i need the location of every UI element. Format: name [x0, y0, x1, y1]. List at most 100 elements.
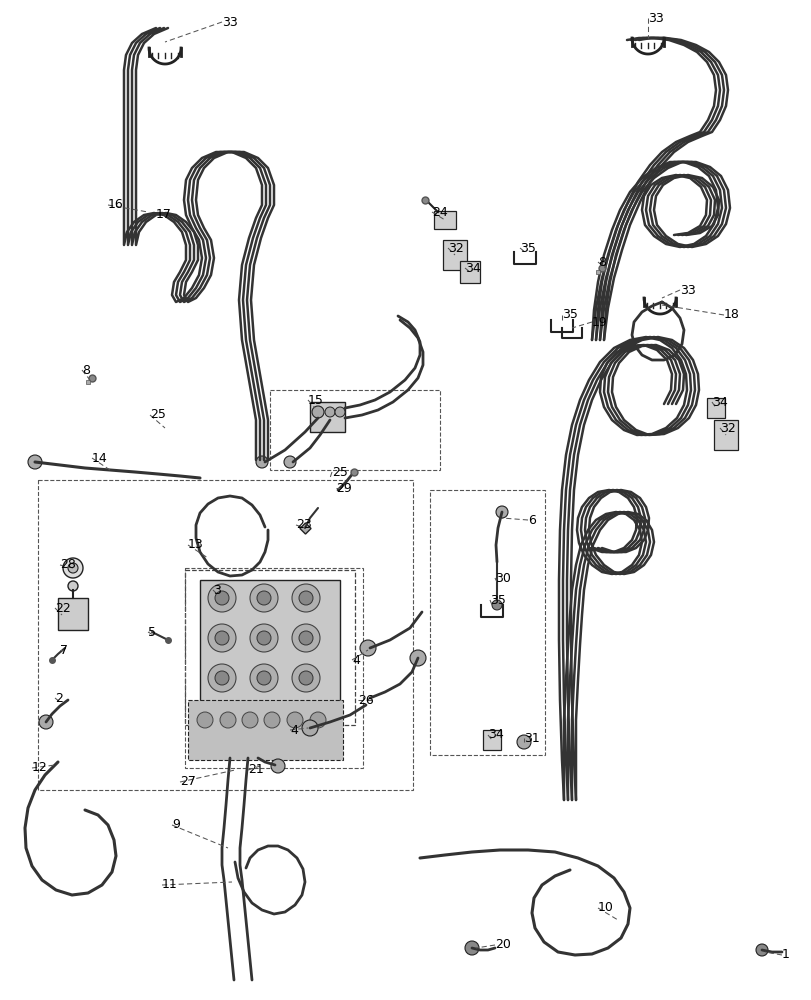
- Text: 24: 24: [431, 206, 447, 219]
- Circle shape: [39, 715, 53, 729]
- Circle shape: [28, 455, 42, 469]
- Text: 8: 8: [82, 363, 90, 376]
- Bar: [443, 240, 466, 270]
- Bar: [460, 261, 479, 283]
- Bar: [433, 211, 456, 229]
- Text: 22: 22: [55, 601, 71, 614]
- Circle shape: [264, 712, 280, 728]
- Circle shape: [292, 584, 320, 612]
- Circle shape: [311, 406, 324, 418]
- Circle shape: [292, 664, 320, 692]
- Circle shape: [250, 624, 277, 652]
- Text: 9: 9: [172, 818, 180, 831]
- Circle shape: [310, 712, 325, 728]
- Text: 17: 17: [156, 209, 172, 222]
- Text: 23: 23: [296, 518, 311, 532]
- Text: 16: 16: [108, 198, 123, 212]
- Circle shape: [257, 631, 271, 645]
- Bar: [430, 490, 544, 755]
- Circle shape: [491, 600, 501, 610]
- Bar: [38, 480, 413, 790]
- Circle shape: [298, 591, 312, 605]
- Bar: [310, 402, 345, 432]
- Circle shape: [242, 712, 258, 728]
- Text: 19: 19: [591, 316, 607, 328]
- Bar: [185, 570, 354, 725]
- Text: 27: 27: [180, 775, 195, 788]
- Bar: [58, 598, 88, 630]
- Circle shape: [208, 584, 236, 612]
- Bar: [188, 700, 342, 760]
- Circle shape: [286, 712, 303, 728]
- Circle shape: [298, 671, 312, 685]
- Circle shape: [215, 631, 229, 645]
- Text: 25: 25: [150, 408, 165, 422]
- Text: 18: 18: [723, 308, 739, 322]
- Text: 34: 34: [487, 728, 503, 742]
- Text: 15: 15: [307, 393, 324, 406]
- Circle shape: [257, 591, 271, 605]
- Text: 30: 30: [495, 572, 510, 584]
- Bar: [270, 390, 440, 470]
- Circle shape: [292, 624, 320, 652]
- Circle shape: [410, 650, 426, 666]
- Text: 2: 2: [55, 692, 62, 704]
- Text: 12: 12: [32, 761, 48, 774]
- Text: 32: 32: [719, 422, 735, 434]
- Text: 34: 34: [711, 395, 727, 408]
- Circle shape: [465, 941, 478, 955]
- Circle shape: [250, 664, 277, 692]
- Text: 21: 21: [247, 763, 264, 776]
- Circle shape: [312, 407, 323, 417]
- Text: 35: 35: [489, 593, 505, 606]
- Circle shape: [335, 407, 345, 417]
- Text: 33: 33: [647, 12, 663, 25]
- Circle shape: [220, 712, 236, 728]
- Text: 7: 7: [60, 644, 68, 656]
- Text: 14: 14: [92, 452, 108, 464]
- Text: 28: 28: [60, 558, 75, 572]
- Circle shape: [215, 591, 229, 605]
- Text: 5: 5: [148, 626, 156, 639]
- Circle shape: [298, 631, 312, 645]
- Text: 34: 34: [465, 261, 480, 274]
- Circle shape: [496, 506, 508, 518]
- Circle shape: [63, 558, 83, 578]
- Circle shape: [517, 735, 530, 749]
- Circle shape: [257, 671, 271, 685]
- Text: 26: 26: [358, 694, 373, 706]
- Circle shape: [271, 759, 285, 773]
- Text: 33: 33: [221, 16, 238, 29]
- Text: 35: 35: [561, 308, 577, 322]
- Circle shape: [324, 407, 335, 417]
- Text: 3: 3: [212, 584, 221, 596]
- Text: 29: 29: [336, 482, 351, 494]
- Text: 35: 35: [519, 241, 535, 254]
- Bar: [185, 568, 363, 768]
- Bar: [706, 398, 724, 418]
- Text: 4: 4: [351, 654, 359, 666]
- Circle shape: [197, 712, 212, 728]
- Text: 6: 6: [527, 514, 535, 526]
- Circle shape: [68, 563, 78, 573]
- Circle shape: [755, 944, 767, 956]
- Circle shape: [255, 456, 268, 468]
- Circle shape: [250, 584, 277, 612]
- Text: 1: 1: [781, 948, 789, 961]
- Circle shape: [302, 720, 318, 736]
- Circle shape: [68, 581, 78, 591]
- Circle shape: [215, 671, 229, 685]
- Text: 33: 33: [679, 284, 695, 296]
- Text: 13: 13: [188, 538, 204, 552]
- Text: 10: 10: [597, 901, 613, 914]
- Text: 20: 20: [495, 938, 510, 951]
- Circle shape: [284, 456, 296, 468]
- Text: 11: 11: [162, 878, 178, 891]
- Text: 8: 8: [597, 255, 605, 268]
- Text: 4: 4: [290, 724, 298, 736]
- Bar: [200, 580, 340, 715]
- Text: 32: 32: [448, 241, 463, 254]
- Circle shape: [208, 664, 236, 692]
- Text: 31: 31: [523, 732, 539, 744]
- Bar: [713, 420, 737, 450]
